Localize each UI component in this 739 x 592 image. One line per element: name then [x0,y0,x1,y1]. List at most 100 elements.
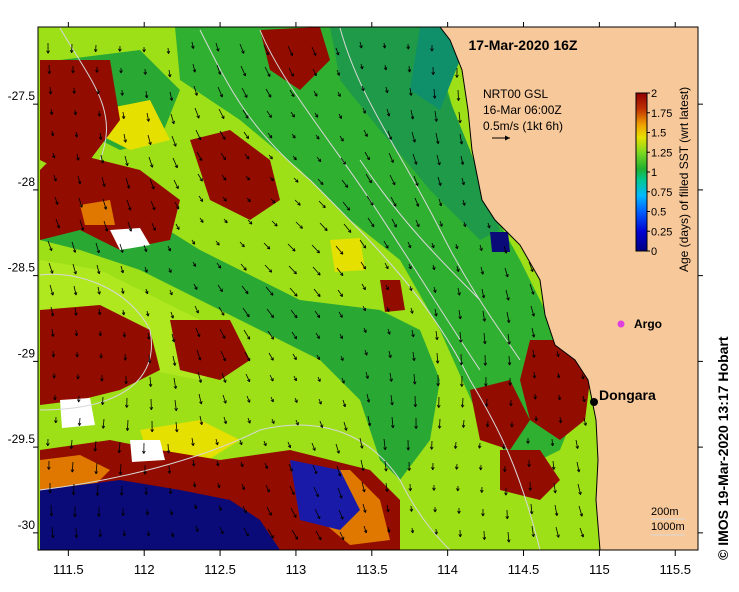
current-vector [433,286,436,293]
current-vector [55,218,60,229]
current-vector-head [223,400,227,404]
current-vector [366,195,374,206]
current-vector [119,463,122,475]
current-vector-head [96,91,100,95]
current-vector [145,90,148,98]
current-vector [431,242,435,249]
current-vector-head [49,247,53,252]
current-vector [337,91,341,97]
current-vector-head [248,221,253,225]
contour-line [359,159,481,301]
current-vector [78,197,83,208]
current-vector-head [430,48,434,52]
current-vector-head [243,267,247,271]
current-vector [384,460,387,472]
current-vector-head [245,533,249,537]
current-vector-head [456,488,460,492]
current-vector [411,131,416,143]
current-vector [482,310,486,322]
current-vector-head [96,249,100,254]
current-vector [315,530,322,541]
current-vector-head [224,219,228,224]
current-vector [366,393,370,403]
current-vector [507,531,510,543]
current-vector-head [97,291,101,295]
current-vector-head [346,207,351,211]
current-vector-head [242,72,247,77]
current-vector-head [457,510,461,514]
current-vector [455,243,458,249]
current-vector-head [510,424,514,428]
no-data-patch [130,440,165,462]
current-vector-head [324,227,328,232]
current-vector-head [383,67,388,71]
y-tick-label: -28 [18,175,36,189]
current-vector-head [246,176,250,181]
current-vector [311,244,320,254]
x-tick-label: 112 [134,562,155,577]
current-vector [336,267,344,276]
current-vector-head [364,352,368,356]
current-vector [245,175,250,181]
current-vector-head [118,471,123,475]
current-vector [389,174,396,186]
current-vector-head [388,354,392,359]
current-vector [98,110,100,117]
current-vector [242,307,250,318]
current-vector-head [221,312,225,316]
current-vector-head [218,507,222,511]
current-vector-head [460,383,464,387]
current-vector-head [176,206,180,210]
current-vector [193,85,198,96]
current-vector-head [175,185,179,189]
current-vector [50,306,54,317]
current-vector-head [414,161,418,165]
current-vector-head [196,115,200,119]
current-vector-head [431,466,435,471]
current-vector [240,263,247,271]
current-vector [287,441,291,448]
current-vector-head [118,48,122,52]
current-vector-head [436,383,440,387]
current-vector-head [340,272,344,276]
sst-band-1day [175,27,580,470]
current-vector-head [54,420,58,424]
current-vector [266,110,272,118]
current-vector [336,465,341,477]
colorbar-tick-label: 1.75 [651,108,672,120]
current-vector [94,440,97,452]
current-vector-head [220,530,224,535]
current-vector-head [246,336,251,340]
current-vector [387,526,390,533]
current-vector-head [120,249,124,253]
current-vector [409,87,412,96]
current-vector-head [316,356,320,361]
current-vector-head [385,265,389,270]
current-vector [267,330,274,340]
current-vector-head [265,51,270,56]
current-vector-head [123,357,128,361]
current-vector [462,419,465,428]
current-vector [173,179,179,189]
current-vector-head [504,492,508,496]
current-vector-head [580,534,585,538]
current-vector [220,152,226,161]
current-vector-head [336,51,340,56]
current-vector-head [125,427,130,431]
current-vector [438,198,442,207]
current-vector-head [197,333,201,338]
current-vector-head [320,181,324,186]
current-vector-head [219,94,223,98]
current-vector [169,289,173,296]
current-vector [48,262,53,274]
current-vector [412,351,415,361]
current-vector-head [47,466,51,470]
colorbar-tick-label: 2 [651,88,657,100]
current-vector-head [147,360,152,364]
current-vector [71,241,76,253]
current-vector-head [526,440,530,444]
current-vector [194,503,197,509]
current-vector [243,329,251,340]
current-vector [175,223,180,230]
current-vector [386,108,390,117]
